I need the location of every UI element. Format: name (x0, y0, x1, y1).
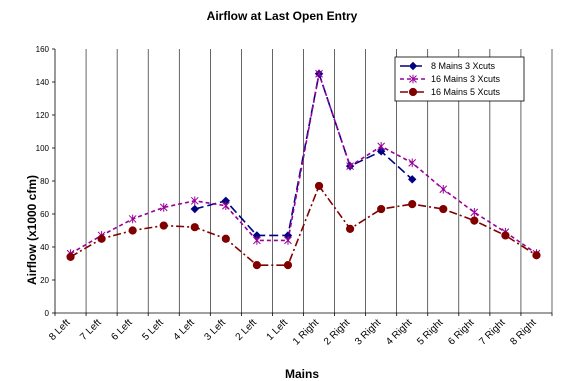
legend-label: 8 Mains 3 Xcuts (431, 61, 496, 71)
y-tick-label: 160 (36, 45, 50, 54)
data-point (439, 204, 448, 214)
y-tick-label: 20 (40, 276, 49, 285)
data-point (221, 234, 230, 243)
y-tick-label: 100 (36, 144, 50, 153)
data-point (377, 142, 386, 151)
y-tick-label: 0 (45, 309, 50, 318)
data-point (190, 204, 199, 214)
data-point (97, 234, 106, 243)
series-3 (66, 181, 541, 270)
data-point (377, 204, 386, 214)
x-tick-label: 5 Left (140, 317, 166, 343)
data-point (315, 69, 323, 79)
legend: 8 Mains 3 Xcuts 16 Mains 3 Xcuts 16 Mains … (394, 56, 525, 102)
legend-entry: 8 Mains 3 Xcuts (400, 61, 496, 71)
data-point (470, 208, 479, 217)
data-point (284, 236, 292, 245)
series-line (70, 70, 537, 255)
x-tick-label: 4 Left (171, 317, 197, 343)
x-tick-label: 1 Right (291, 317, 321, 347)
data-point (408, 158, 417, 168)
data-point (470, 216, 479, 225)
chart-title: Airflow at Last Open Entry (207, 9, 358, 23)
legend-entry: 16 Mains 3 Xcuts (400, 74, 501, 84)
data-point (376, 147, 386, 156)
series-line (194, 70, 413, 237)
y-tick-label: 80 (40, 177, 49, 186)
data-point (159, 203, 168, 212)
data-point (253, 236, 261, 245)
legend-label: 16 Mains 5 Xcuts (431, 87, 501, 97)
data-point (501, 231, 510, 240)
data-point (190, 196, 199, 206)
x-tick-label: 2 Right (322, 317, 352, 347)
data-point (190, 223, 199, 232)
y-tick-label: 40 (40, 243, 49, 252)
x-axis-title: Mains (285, 367, 319, 381)
x-tick-label: 2 Left (234, 317, 260, 343)
x-tick-label: 3 Right (353, 317, 383, 347)
x-tick-label: 6 Right (446, 317, 476, 347)
data-point (439, 184, 448, 194)
legend-marker (408, 87, 418, 97)
data-point (314, 181, 324, 191)
data-point (346, 161, 354, 171)
y-tick-label: 60 (40, 210, 49, 219)
x-tick-label: 8 Left (47, 317, 73, 343)
y-tick-label: 140 (36, 78, 50, 87)
x-tick-label: 3 Left (202, 317, 228, 343)
y-axis-title: Airflow (x1000 cfm) (25, 175, 39, 285)
x-tick-label: 4 Right (384, 317, 414, 347)
legend-marker (408, 61, 418, 71)
legend-marker (409, 74, 417, 84)
legend-entry: 16 Mains 5 Xcuts (400, 87, 501, 97)
x-tick-label: 5 Right (415, 317, 445, 347)
data-point (408, 175, 417, 184)
data-point (159, 221, 168, 230)
data-point (408, 200, 417, 209)
data-point (128, 214, 137, 224)
y-tick-label: 120 (36, 111, 50, 120)
x-tick-label: 6 Left (109, 317, 135, 343)
series-line (70, 184, 537, 266)
x-tick-label: 8 Right (508, 317, 538, 347)
data-point (345, 224, 355, 233)
x-tick-label: 7 Right (477, 317, 507, 347)
data-point (252, 261, 262, 270)
x-tick-label: 1 Left (265, 317, 291, 343)
data-point (532, 251, 541, 260)
data-point (283, 261, 293, 270)
x-tick-label: 7 Left (78, 317, 104, 343)
legend-label: 16 Mains 3 Xcuts (431, 74, 501, 84)
data-point (66, 252, 75, 261)
data-point (221, 201, 230, 211)
data-point (128, 226, 137, 235)
